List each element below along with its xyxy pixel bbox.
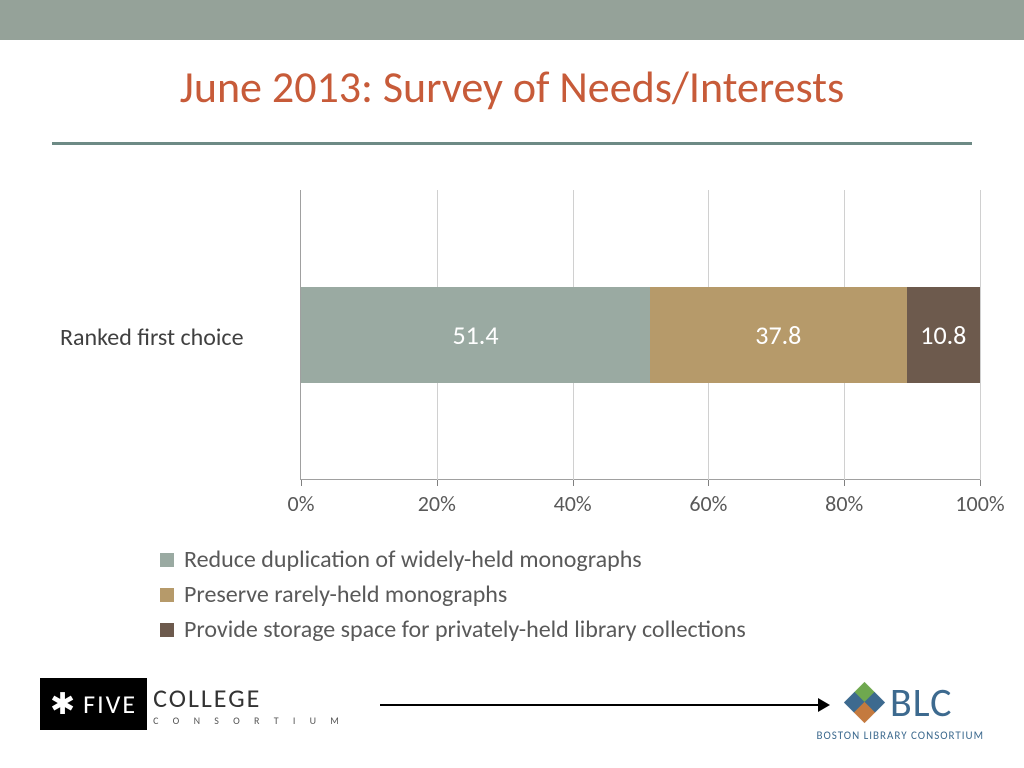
legend-item: Provide storage space for privately-held… bbox=[160, 615, 920, 644]
bar-value-3: 10.8 bbox=[920, 319, 966, 351]
blc-logo: BLC BOSTON LIBRARY CONSORTIUM bbox=[817, 678, 985, 742]
arrow-line bbox=[380, 704, 820, 706]
grid-line bbox=[980, 190, 981, 480]
bar-value-2: 37.8 bbox=[755, 319, 801, 351]
bar-segment-3: 10.8 bbox=[907, 287, 980, 383]
blc-subtext: BOSTON LIBRARY CONSORTIUM bbox=[817, 729, 985, 742]
chart-legend: Reduce duplication of widely-held monogr… bbox=[160, 545, 920, 650]
x-tick-label: 80% bbox=[825, 490, 863, 517]
legend-marker bbox=[160, 553, 174, 567]
legend-label: Preserve rarely-held monographs bbox=[184, 580, 507, 609]
x-tick-label: 0% bbox=[288, 490, 315, 517]
x-tick bbox=[708, 480, 709, 486]
x-tick-label: 40% bbox=[554, 490, 592, 517]
bar-value-1: 51.4 bbox=[452, 319, 498, 351]
legend-label: Reduce duplication of widely-held monogr… bbox=[184, 545, 642, 574]
blc-top: BLC bbox=[848, 678, 952, 727]
legend-label: Provide storage space for privately-held… bbox=[184, 615, 746, 644]
x-tick-label: 60% bbox=[689, 490, 727, 517]
legend-marker bbox=[160, 588, 174, 602]
blc-diamond-icon bbox=[848, 686, 882, 720]
bar-segment-1: 51.4 bbox=[301, 287, 650, 383]
five-text: FIVE bbox=[83, 688, 137, 720]
chart-area: Ranked first choice 51.4 37.8 10.8 0% 20… bbox=[60, 190, 980, 530]
bar-row: 51.4 37.8 10.8 bbox=[301, 287, 980, 383]
legend-item: Reduce duplication of widely-held monogr… bbox=[160, 545, 920, 574]
five-college-logo: ✱ FIVE COLLEGE C O N S O R T I U M bbox=[40, 678, 370, 730]
x-tick bbox=[437, 480, 438, 486]
x-tick-label: 100% bbox=[955, 490, 1004, 517]
top-bar bbox=[0, 0, 1024, 40]
x-tick bbox=[980, 480, 981, 486]
category-label: Ranked first choice bbox=[60, 323, 244, 352]
legend-marker bbox=[160, 623, 174, 637]
college-text: COLLEGE bbox=[153, 682, 345, 714]
slide-title: June 2013: Survey of Needs/Interests bbox=[0, 60, 1024, 114]
consortium-text: C O N S O R T I U M bbox=[153, 714, 345, 727]
chart-plot: 51.4 37.8 10.8 0% 20% 40% 60% 80% 100% bbox=[300, 190, 980, 480]
star-icon: ✱ bbox=[50, 686, 77, 723]
x-tick bbox=[573, 480, 574, 486]
x-tick bbox=[844, 480, 845, 486]
x-tick bbox=[301, 480, 302, 486]
blc-text: BLC bbox=[890, 678, 952, 727]
title-divider bbox=[52, 142, 972, 145]
footer: ✱ FIVE COLLEGE C O N S O R T I U M BLC B… bbox=[40, 658, 984, 748]
x-tick-label: 20% bbox=[418, 490, 456, 517]
bar-segment-2: 37.8 bbox=[650, 287, 907, 383]
five-college-black: ✱ FIVE bbox=[40, 678, 147, 730]
five-college-right: COLLEGE C O N S O R T I U M bbox=[147, 678, 345, 730]
legend-item: Preserve rarely-held monographs bbox=[160, 580, 920, 609]
